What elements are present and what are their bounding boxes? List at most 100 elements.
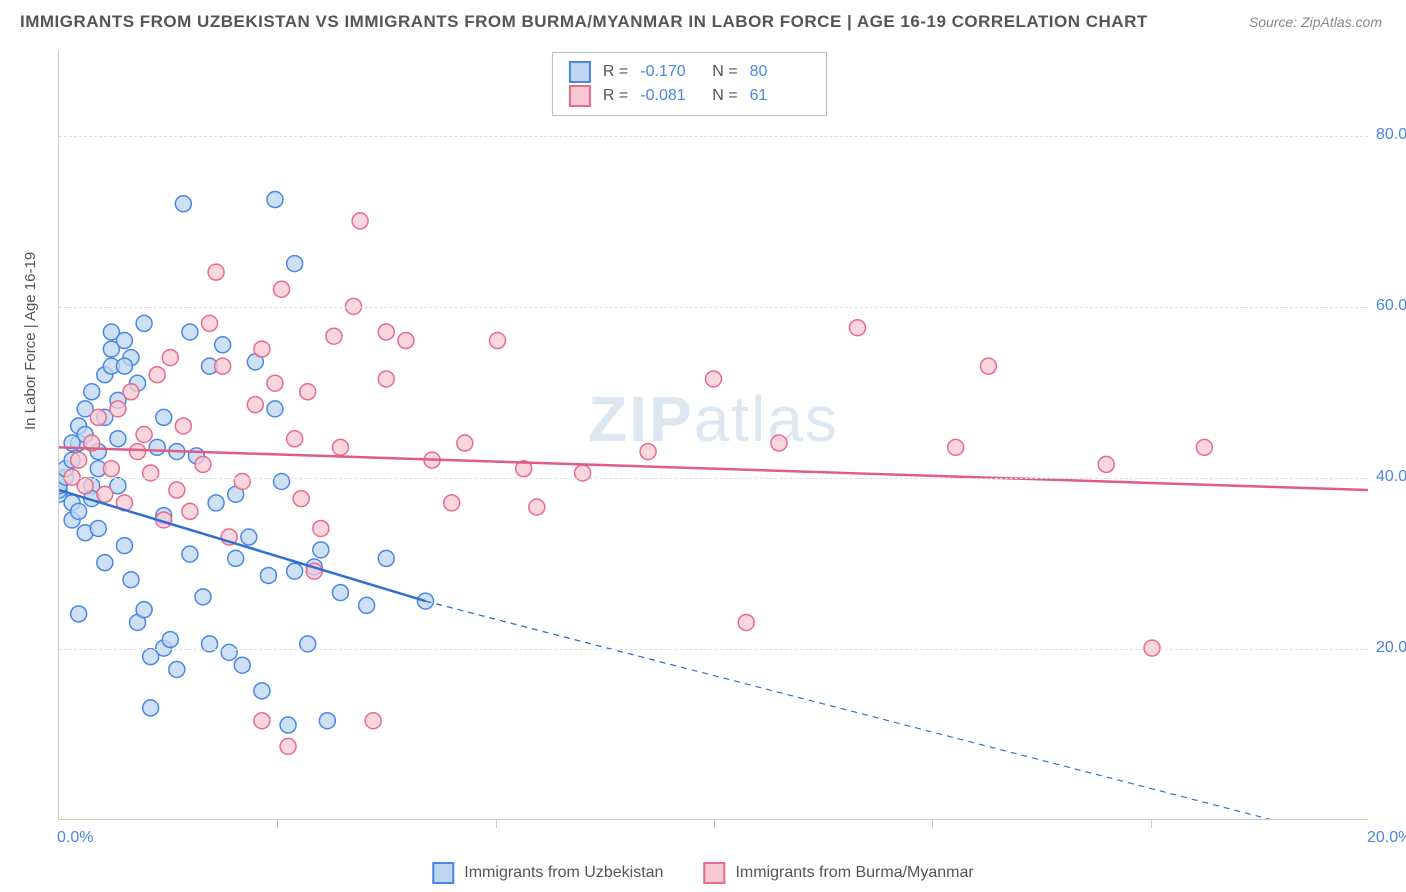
data-point — [202, 358, 218, 374]
legend-stat-row: R = -0.170 N = 80 — [569, 61, 810, 83]
data-point — [77, 478, 93, 494]
x-tick-label: 0.0% — [57, 829, 93, 847]
data-point — [378, 324, 394, 340]
data-point — [162, 632, 178, 648]
x-tick-minor — [277, 820, 278, 828]
data-point — [398, 333, 414, 349]
data-point — [59, 478, 67, 494]
data-point — [247, 354, 263, 370]
data-point — [241, 529, 257, 545]
legend-swatch — [569, 85, 591, 107]
data-point — [306, 563, 322, 579]
data-point — [221, 644, 237, 660]
data-point — [59, 461, 74, 477]
data-point — [97, 367, 113, 383]
data-point — [418, 593, 434, 609]
trend-line-extrapolated — [426, 601, 1368, 819]
data-point — [123, 350, 139, 366]
data-point — [110, 431, 126, 447]
data-point — [182, 324, 198, 340]
data-point — [254, 713, 270, 729]
data-point — [64, 495, 80, 511]
data-point — [457, 435, 473, 451]
data-point — [103, 324, 119, 340]
trend-line — [59, 490, 426, 601]
data-point — [123, 572, 139, 588]
data-point — [247, 397, 263, 413]
data-point — [143, 700, 159, 716]
legend-swatch — [432, 862, 454, 884]
data-point — [352, 213, 368, 229]
legend-swatch — [703, 862, 725, 884]
legend-series: Immigrants from Uzbekistan Immigrants fr… — [432, 862, 973, 884]
data-point — [182, 546, 198, 562]
data-point — [71, 503, 87, 519]
data-point — [71, 435, 87, 451]
data-point — [182, 503, 198, 519]
x-tick-minor — [496, 820, 497, 828]
data-point — [640, 444, 656, 460]
data-point — [287, 256, 303, 272]
data-point — [110, 401, 126, 417]
data-point — [90, 461, 106, 477]
data-point — [215, 337, 231, 353]
data-point — [332, 439, 348, 455]
legend-stats: R = -0.170 N = 80 R = -0.081 N = 61 — [552, 52, 827, 116]
data-point — [90, 520, 106, 536]
data-point — [948, 439, 964, 455]
chart-svg — [59, 50, 1368, 819]
data-point — [254, 341, 270, 357]
data-point — [149, 439, 165, 455]
data-point — [267, 401, 283, 417]
data-point — [267, 192, 283, 208]
data-point — [64, 435, 80, 451]
data-point — [287, 431, 303, 447]
data-point — [175, 418, 191, 434]
data-point — [202, 315, 218, 331]
data-point — [77, 401, 93, 417]
data-point — [136, 315, 152, 331]
data-point — [97, 409, 113, 425]
data-point — [130, 614, 146, 630]
data-point — [444, 495, 460, 511]
data-point — [300, 384, 316, 400]
data-point — [169, 482, 185, 498]
data-point — [280, 738, 296, 754]
data-point — [110, 392, 126, 408]
data-point — [103, 358, 119, 374]
data-point — [59, 486, 67, 502]
data-point — [228, 550, 244, 566]
gridline-h — [59, 136, 1368, 137]
data-point — [365, 713, 381, 729]
trend-line — [59, 447, 1368, 490]
data-point — [306, 559, 322, 575]
data-point — [84, 491, 100, 507]
data-point — [234, 657, 250, 673]
n-label: N = — [712, 87, 737, 105]
data-point — [116, 495, 132, 511]
data-point — [149, 367, 165, 383]
data-point — [136, 602, 152, 618]
data-point — [326, 328, 342, 344]
data-point — [208, 264, 224, 280]
gridline-h — [59, 478, 1368, 479]
data-point — [313, 542, 329, 558]
data-point — [424, 452, 440, 468]
data-point — [116, 538, 132, 554]
data-point — [71, 606, 87, 622]
data-point — [59, 482, 67, 498]
data-point — [332, 585, 348, 601]
y-tick-label: 80.0% — [1376, 126, 1406, 144]
data-point — [287, 563, 303, 579]
r-value: -0.081 — [640, 87, 700, 105]
r-label: R = — [603, 87, 628, 105]
data-point — [208, 495, 224, 511]
gridline-h — [59, 649, 1368, 650]
data-point — [97, 486, 113, 502]
x-tick-minor — [932, 820, 933, 828]
data-point — [706, 371, 722, 387]
data-point — [97, 555, 113, 571]
n-label: N = — [712, 63, 737, 81]
data-point — [529, 499, 545, 515]
data-point — [274, 281, 290, 297]
